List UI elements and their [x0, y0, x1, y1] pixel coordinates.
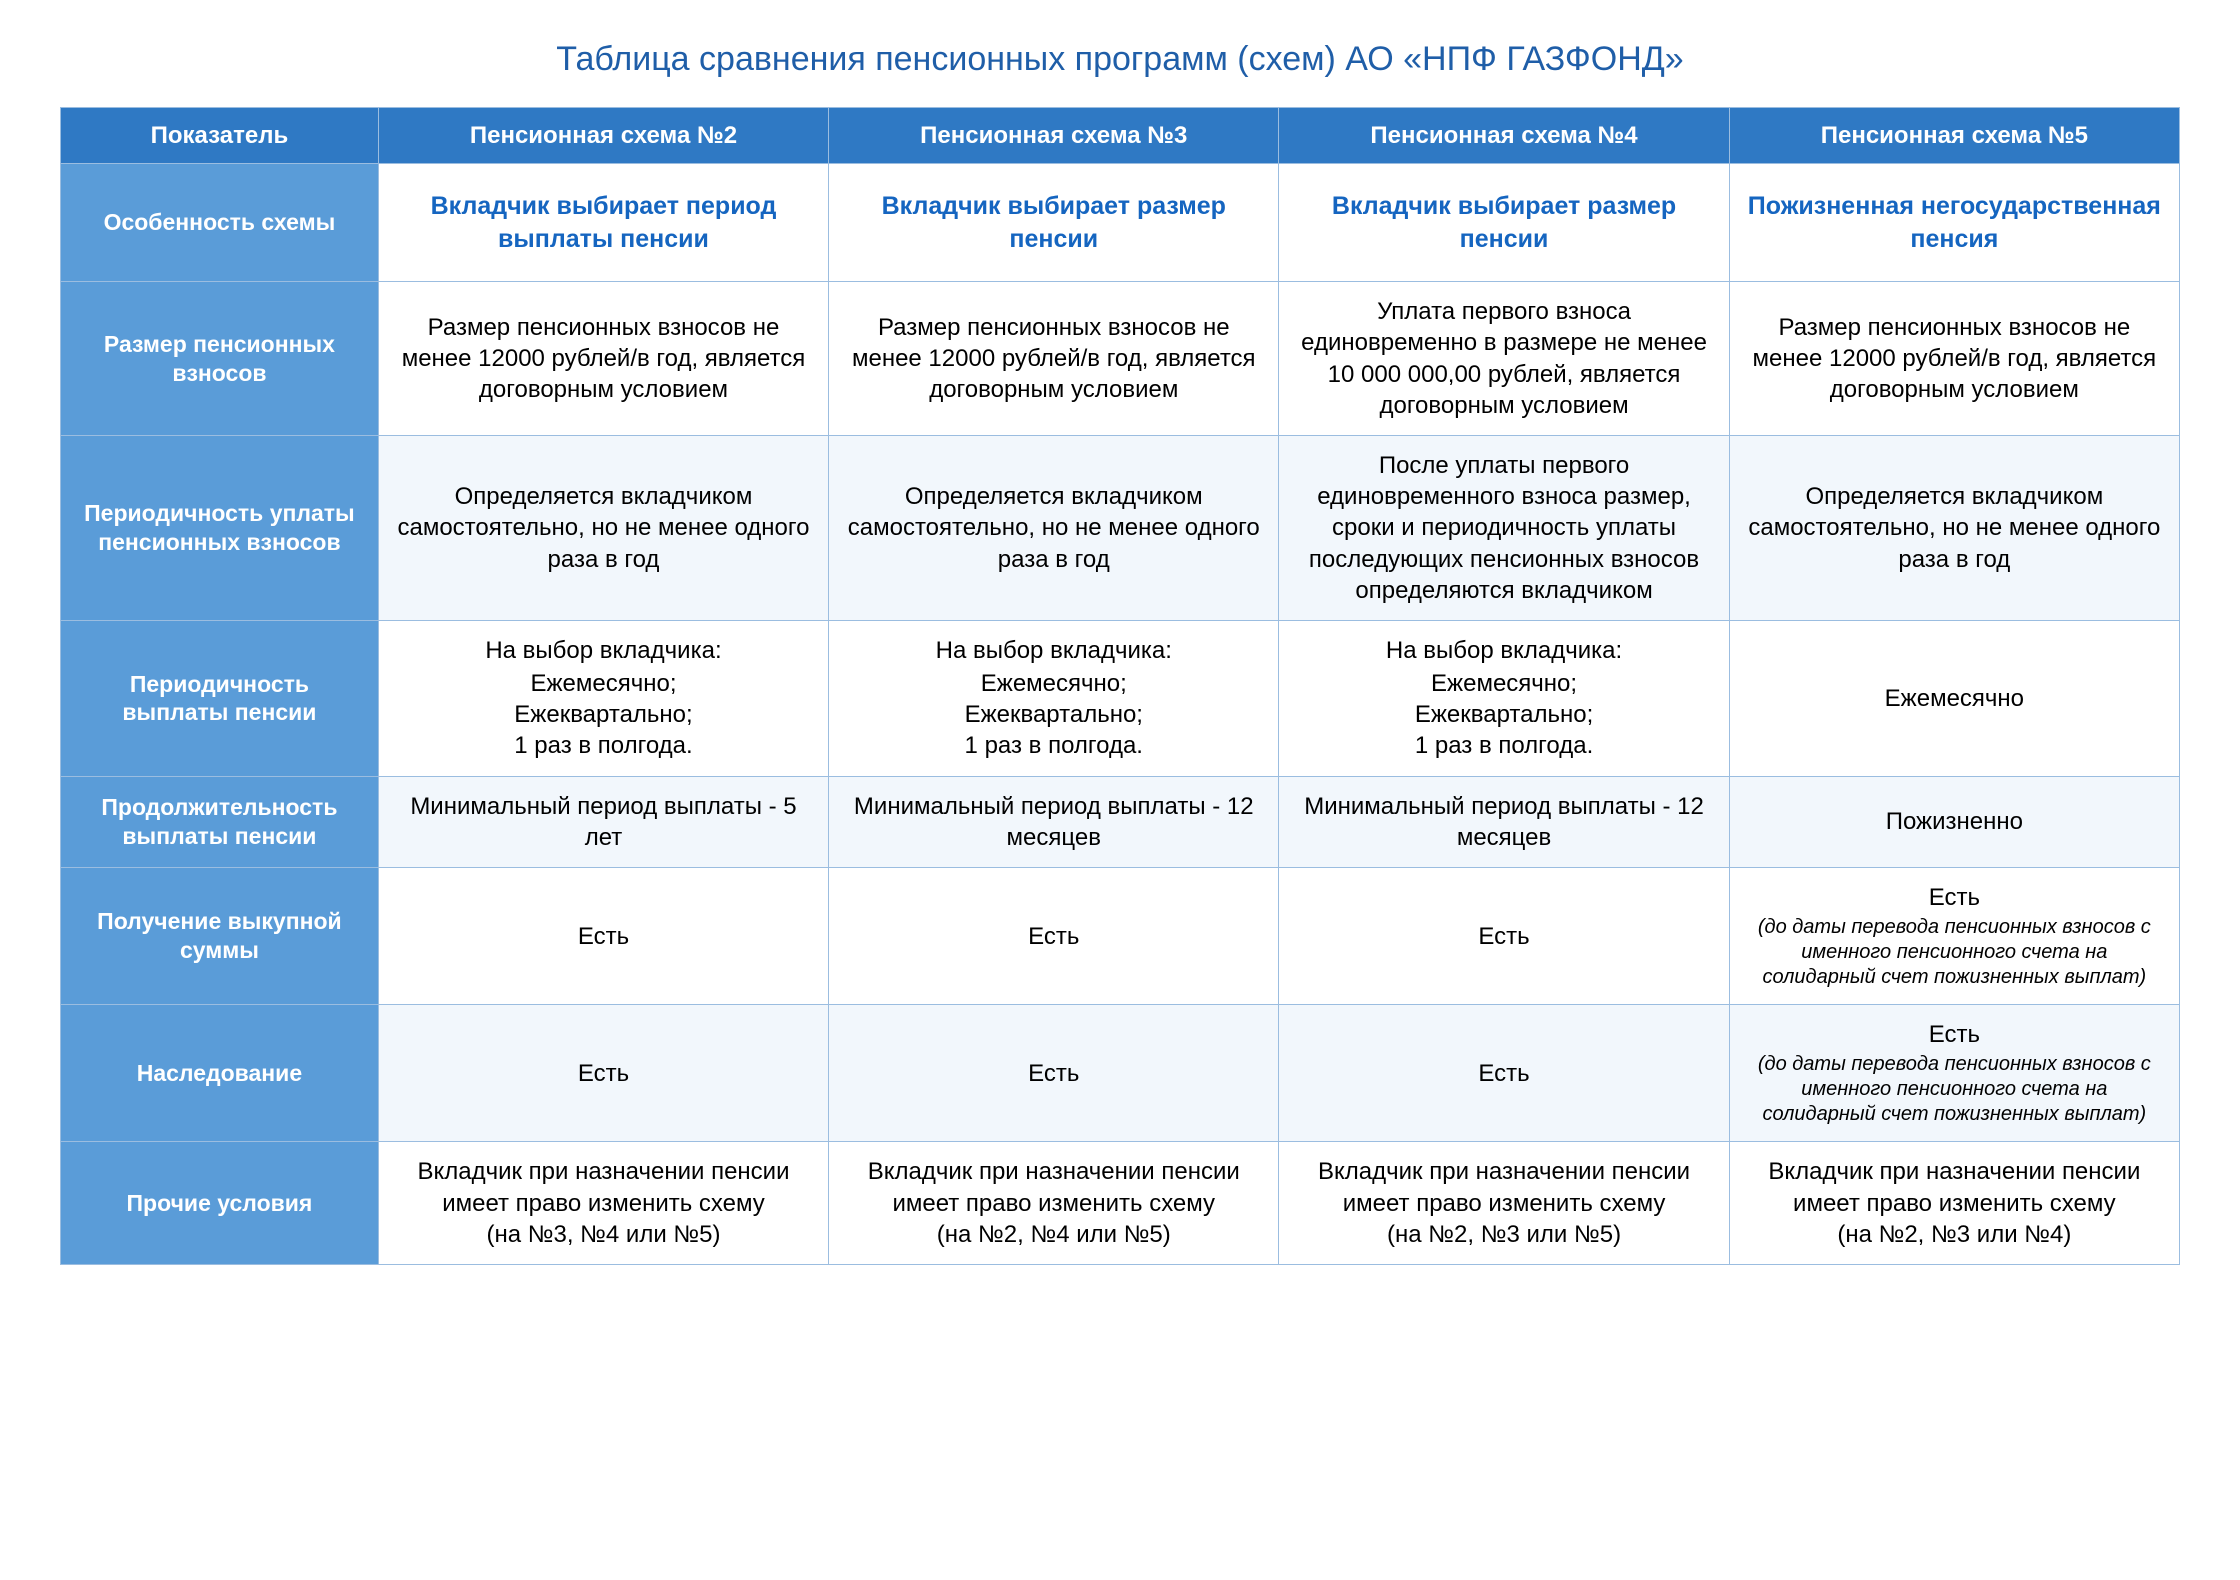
- cell: Вкладчик выбирает размер пенсии: [829, 164, 1279, 282]
- cell: Определяется вкладчиком самостоятельно, …: [1729, 435, 2179, 620]
- choice-options: Ежемесячно; Ежеквартально; 1 раз в полго…: [1297, 668, 1710, 762]
- choice-options: Ежемесячно; Ежеквартально; 1 раз в полго…: [847, 668, 1260, 762]
- row-surrender: Получение выкупной суммы Есть Есть Есть …: [61, 868, 2180, 1005]
- row-contribution-period: Периодичность уплаты пенсионных взносов …: [61, 435, 2180, 620]
- cell: Определяется вкладчиком самостоятельно, …: [829, 435, 1279, 620]
- col-scheme-3: Пенсионная схема №3: [829, 108, 1279, 164]
- choice-header: На выбор вкладчика:: [397, 635, 810, 666]
- col-scheme-2: Пенсионная схема №2: [378, 108, 828, 164]
- cell: Минимальный период выплаты - 12 месяцев: [1279, 776, 1729, 867]
- page: Таблица сравнения пенсионных программ (с…: [0, 0, 2240, 1580]
- cell: Есть (до даты перевода пенсионных взносо…: [1729, 868, 2179, 1005]
- cell: Минимальный период выплаты - 5 лет: [378, 776, 828, 867]
- cell-note: (до даты перевода пенсионных взносов с и…: [1748, 915, 2161, 990]
- cell: Вкладчик при назначении пенсии имеет пра…: [829, 1142, 1279, 1265]
- cell: Есть: [1279, 1005, 1729, 1142]
- row-label: Прочие условия: [61, 1142, 379, 1265]
- cell: Размер пенсионных взносов не менее 12000…: [829, 282, 1279, 436]
- cell-lead: Есть: [1748, 1019, 2161, 1050]
- row-label: Продолжительность выплаты пенсии: [61, 776, 379, 867]
- cell-tail: (на №2, №3 или №4): [1748, 1219, 2161, 1250]
- row-contribution-size: Размер пенсионных взносов Размер пенсион…: [61, 282, 2180, 436]
- cell: Есть (до даты перевода пенсионных взносо…: [1729, 1005, 2179, 1142]
- col-indicator: Показатель: [61, 108, 379, 164]
- cell: Есть: [829, 868, 1279, 1005]
- col-scheme-4: Пенсионная схема №4: [1279, 108, 1729, 164]
- row-label: Наследование: [61, 1005, 379, 1142]
- cell: Размер пенсионных взносов не менее 12000…: [1729, 282, 2179, 436]
- row-other: Прочие условия Вкладчик при назначении п…: [61, 1142, 2180, 1265]
- cell: Есть: [1279, 868, 1729, 1005]
- cell: Пожизненно: [1729, 776, 2179, 867]
- cell-common: Вкладчик при назначении пенсии имеет пра…: [397, 1156, 810, 1218]
- row-inheritance: Наследование Есть Есть Есть Есть (до дат…: [61, 1005, 2180, 1142]
- cell: Вкладчик при назначении пенсии имеет пра…: [1729, 1142, 2179, 1265]
- cell-common: Вкладчик при назначении пенсии имеет пра…: [1297, 1156, 1710, 1218]
- page-title: Таблица сравнения пенсионных программ (с…: [60, 40, 2180, 79]
- col-scheme-5: Пенсионная схема №5: [1729, 108, 2179, 164]
- row-feature: Особенность схемы Вкладчик выбирает пери…: [61, 164, 2180, 282]
- cell: Есть: [378, 1005, 828, 1142]
- cell: Ежемесячно: [1729, 620, 2179, 776]
- cell: Вкладчик при назначении пенсии имеет пра…: [1279, 1142, 1729, 1265]
- cell: Есть: [378, 868, 828, 1005]
- cell: Вкладчик при назначении пенсии имеет пра…: [378, 1142, 828, 1265]
- choice-header: На выбор вкладчика:: [847, 635, 1260, 666]
- row-label: Периодичность уплаты пенсионных взносов: [61, 435, 379, 620]
- cell-common: Вкладчик при назначении пенсии имеет пра…: [1748, 1156, 2161, 1218]
- cell-tail: (на №3, №4 или №5): [397, 1219, 810, 1250]
- row-label: Размер пенсионных взносов: [61, 282, 379, 436]
- cell: На выбор вкладчика: Ежемесячно; Ежекварт…: [1279, 620, 1729, 776]
- cell: Вкладчик выбирает размер пенсии: [1279, 164, 1729, 282]
- row-label: Периодичность выплаты пенсии: [61, 620, 379, 776]
- cell-tail: (на №2, №4 или №5): [847, 1219, 1260, 1250]
- table-header-row: Показатель Пенсионная схема №2 Пенсионна…: [61, 108, 2180, 164]
- cell-tail: (на №2, №3 или №5): [1297, 1219, 1710, 1250]
- comparison-table: Показатель Пенсионная схема №2 Пенсионна…: [60, 107, 2180, 1265]
- row-duration: Продолжительность выплаты пенсии Минимал…: [61, 776, 2180, 867]
- cell: После уплаты первого единовременного взн…: [1279, 435, 1729, 620]
- cell: Определяется вкладчиком самостоятельно, …: [378, 435, 828, 620]
- choice-header: На выбор вкладчика:: [1297, 635, 1710, 666]
- cell: Пожизненная негосударственная пенсия: [1729, 164, 2179, 282]
- choice-options: Ежемесячно; Ежеквартально; 1 раз в полго…: [397, 668, 810, 762]
- row-label: Особенность схемы: [61, 164, 379, 282]
- cell: Вкладчик выбирает период выплаты пенсии: [378, 164, 828, 282]
- cell: На выбор вкладчика: Ежемесячно; Ежекварт…: [829, 620, 1279, 776]
- row-label: Получение выкупной суммы: [61, 868, 379, 1005]
- cell: Размер пенсионных взносов не менее 12000…: [378, 282, 828, 436]
- cell-note: (до даты перевода пенсионных взносов с и…: [1748, 1052, 2161, 1127]
- cell: Минимальный период выплаты - 12 месяцев: [829, 776, 1279, 867]
- cell-common: Вкладчик при назначении пенсии имеет пра…: [847, 1156, 1260, 1218]
- cell: Уплата первого взноса единовременно в ра…: [1279, 282, 1729, 436]
- cell: Есть: [829, 1005, 1279, 1142]
- cell: На выбор вкладчика: Ежемесячно; Ежекварт…: [378, 620, 828, 776]
- cell-lead: Есть: [1748, 882, 2161, 913]
- row-payout-period: Периодичность выплаты пенсии На выбор вк…: [61, 620, 2180, 776]
